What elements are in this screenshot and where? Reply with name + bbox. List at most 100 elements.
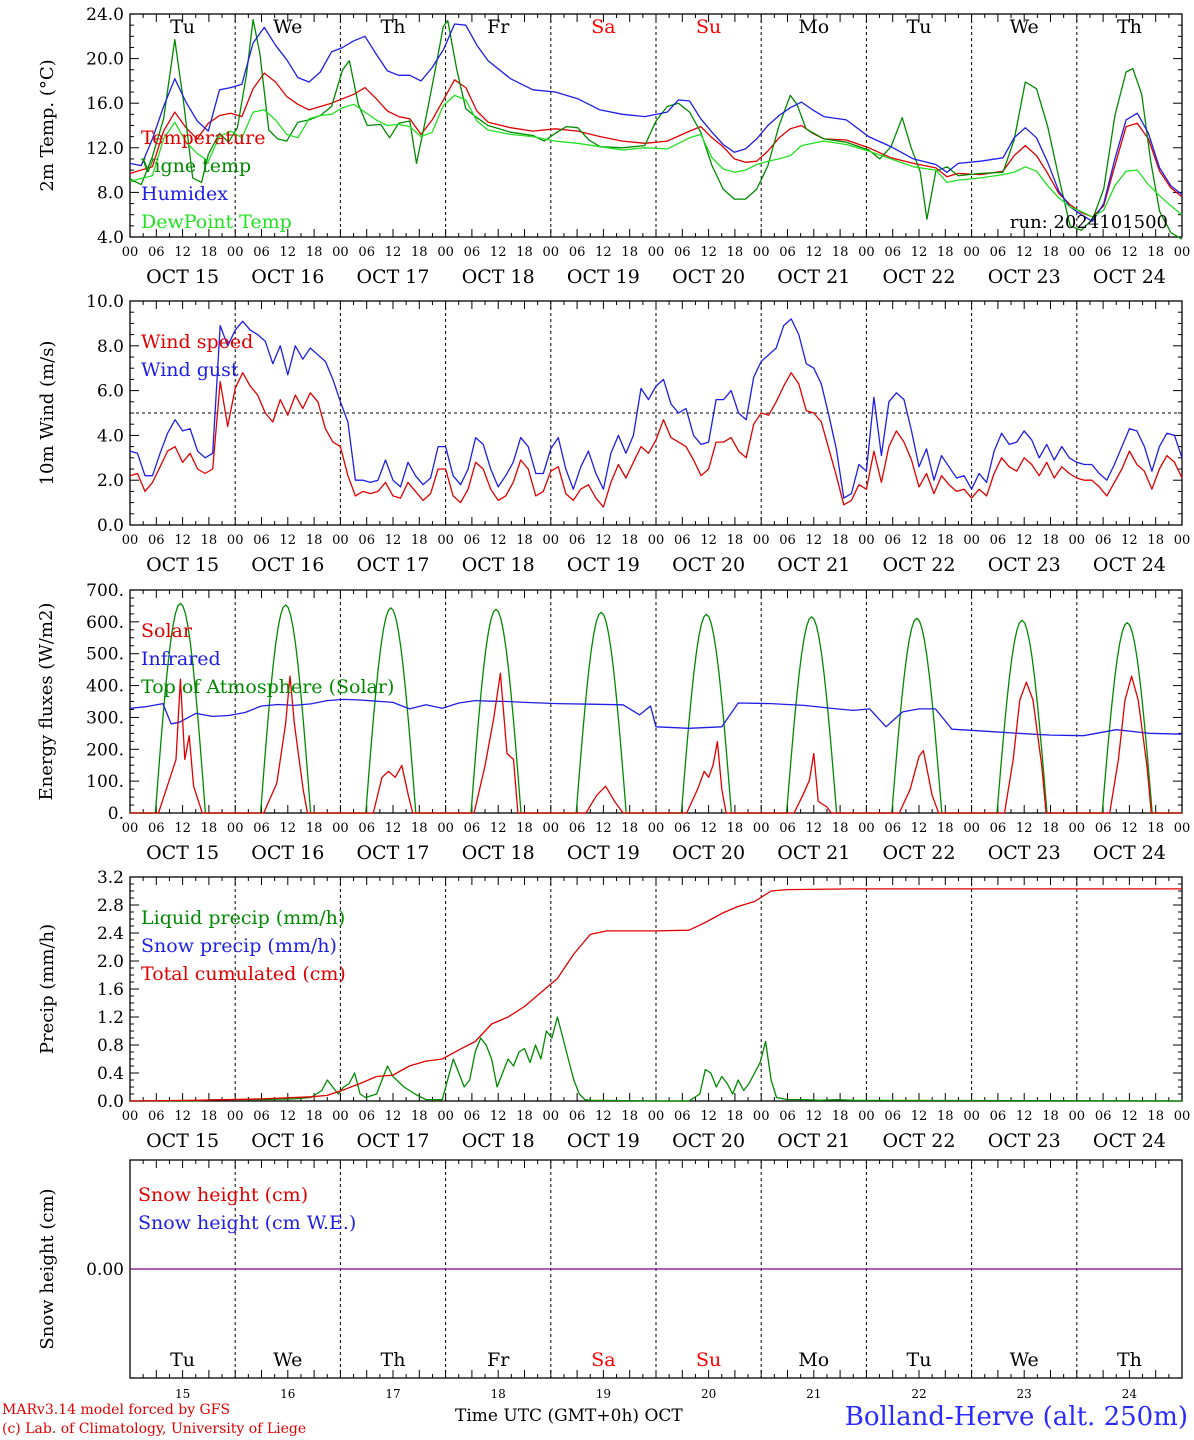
legend-snow-height-cm-w-e-: Snow height (cm W.E.) bbox=[138, 1212, 356, 1234]
date-label: OCT 18 bbox=[462, 266, 535, 288]
date-label: OCT 24 bbox=[1093, 842, 1166, 864]
series-wind-gust bbox=[129, 318, 1183, 499]
series-temperature bbox=[129, 72, 1183, 218]
y-tick-label: 600. bbox=[86, 613, 124, 633]
hour-tick-label: 18 bbox=[201, 821, 218, 836]
hour-tick-label: 12 bbox=[1016, 533, 1033, 548]
hour-tick-label: 00 bbox=[227, 245, 244, 260]
hour-tick-label: 00 bbox=[648, 1109, 665, 1124]
hour-tick-label: 00 bbox=[122, 533, 139, 548]
date-label: OCT 16 bbox=[251, 842, 324, 864]
day-name: Tu bbox=[907, 16, 932, 38]
date-label: OCT 21 bbox=[777, 1130, 850, 1152]
hour-tick-label: 12 bbox=[385, 245, 402, 260]
hour-tick-label: 12 bbox=[595, 245, 612, 260]
date-label: OCT 15 bbox=[146, 1130, 219, 1152]
hour-tick-label: 18 bbox=[1042, 533, 1059, 548]
hour-tick-label: 00 bbox=[753, 1109, 770, 1124]
panel-precip: 0.0 0.4 0.8 1.2 1.6 2.0 2.4 2.8 3.2 Precip (mm/h)… bbox=[37, 868, 1190, 1152]
y-tick-label: 0.0 bbox=[97, 1092, 124, 1112]
hour-tick-label: 18 bbox=[306, 245, 323, 260]
hour-tick-label: 12 bbox=[385, 1109, 402, 1124]
y-tick-label: 1.2 bbox=[97, 1008, 124, 1028]
y-axis-label: Energy fluxes (W/m2) bbox=[36, 603, 57, 801]
date-label: OCT 15 bbox=[146, 266, 219, 288]
hour-tick-label: 12 bbox=[1121, 821, 1138, 836]
date-label: OCT 20 bbox=[672, 554, 745, 576]
hour-tick-label: 12 bbox=[595, 821, 612, 836]
hour-tick-label: 18 bbox=[516, 533, 533, 548]
hour-tick-label: 18 bbox=[411, 821, 428, 836]
day-name: We bbox=[273, 16, 302, 38]
hour-tick-label: 06 bbox=[253, 1109, 270, 1124]
hour-tick-label: 00 bbox=[648, 245, 665, 260]
hour-tick-label: 12 bbox=[806, 245, 823, 260]
hour-tick-label: 06 bbox=[990, 533, 1007, 548]
hour-tick-label: 00 bbox=[332, 245, 349, 260]
bottom-day-number: 15 bbox=[175, 1387, 190, 1401]
hour-tick-label: 18 bbox=[937, 1109, 954, 1124]
date-label: OCT 17 bbox=[356, 266, 429, 288]
hour-tick-label: 18 bbox=[937, 821, 954, 836]
hour-tick-label: 12 bbox=[700, 1109, 717, 1124]
y-tick-label: 0.0 bbox=[97, 516, 124, 536]
day-name: Sa bbox=[591, 16, 615, 38]
hour-tick-label: 12 bbox=[700, 821, 717, 836]
hour-tick-label: 06 bbox=[569, 533, 586, 548]
y-axis-label: 2m Temp. (°C) bbox=[37, 59, 58, 191]
series-humidex bbox=[129, 23, 1183, 223]
hour-tick-label: 00 bbox=[437, 821, 454, 836]
legend-wind-gust: Wind gust bbox=[141, 359, 239, 381]
time-axis-title: Time UTC (GMT+0h) OCT bbox=[455, 1406, 683, 1426]
hour-tick-label: 18 bbox=[201, 1109, 218, 1124]
hour-tick-label: 18 bbox=[727, 245, 744, 260]
date-label: OCT 20 bbox=[672, 842, 745, 864]
date-label: OCT 21 bbox=[777, 842, 850, 864]
hour-tick-label: 12 bbox=[1016, 245, 1033, 260]
y-tick-label: 100. bbox=[86, 772, 124, 792]
hour-tick-label: 12 bbox=[490, 1109, 507, 1124]
hour-tick-label: 12 bbox=[911, 533, 928, 548]
hour-tick-label: 00 bbox=[227, 1109, 244, 1124]
y-tick-label: 300. bbox=[86, 708, 124, 728]
hour-tick-label: 06 bbox=[569, 821, 586, 836]
hour-tick-label: 06 bbox=[1095, 245, 1112, 260]
series-liquid-precip-mm-h- bbox=[130, 1016, 1183, 1102]
day-name: Th bbox=[381, 16, 406, 38]
date-label: OCT 19 bbox=[567, 1130, 640, 1152]
day-name: Mo bbox=[798, 16, 829, 38]
bottom-day-number: 18 bbox=[491, 1387, 506, 1401]
panel-wind: 0.0 2.0 4.0 6.0 8.0 10.0 10m Wind (m/s) 00 06 12 1… bbox=[37, 292, 1190, 576]
date-label: OCT 22 bbox=[882, 1130, 955, 1152]
legend-total-cumulated-cm-: Total cumulated (cm) bbox=[141, 963, 346, 985]
date-label: OCT 18 bbox=[462, 842, 535, 864]
hour-tick-label: 06 bbox=[779, 1109, 796, 1124]
bottom-day-number: 22 bbox=[911, 1387, 926, 1401]
hour-tick-label: 06 bbox=[884, 533, 901, 548]
hour-tick-label: 18 bbox=[306, 821, 323, 836]
bottom-day-name: Fr bbox=[487, 1349, 510, 1371]
date-label: OCT 17 bbox=[356, 1130, 429, 1152]
hour-tick-label: 12 bbox=[700, 533, 717, 548]
time-axis-label: Time UTC (GMT+0h) bbox=[455, 1406, 640, 1426]
hour-tick-label: 00 bbox=[227, 533, 244, 548]
hour-tick-label: 06 bbox=[148, 245, 165, 260]
bottom-day-number: 23 bbox=[1017, 1387, 1032, 1401]
plot-border bbox=[129, 13, 1183, 238]
bottom-day-number: 20 bbox=[701, 1387, 716, 1401]
hour-tick-label: 12 bbox=[174, 533, 191, 548]
hour-tick-label: 00 bbox=[543, 245, 560, 260]
hour-tick-label: 06 bbox=[1095, 821, 1112, 836]
hour-tick-label: 12 bbox=[806, 1109, 823, 1124]
hour-tick-label: 06 bbox=[464, 533, 481, 548]
hour-tick-label: 06 bbox=[884, 821, 901, 836]
date-label: OCT 18 bbox=[462, 554, 535, 576]
hour-tick-label: 18 bbox=[1042, 245, 1059, 260]
hour-tick-label: 12 bbox=[806, 533, 823, 548]
hour-tick-label: 00 bbox=[858, 1109, 875, 1124]
hour-tick-label: 00 bbox=[1069, 533, 1086, 548]
hour-tick-label: 00 bbox=[543, 1109, 560, 1124]
series-total-cumulated-cm- bbox=[129, 888, 1182, 1102]
hour-tick-label: 18 bbox=[937, 533, 954, 548]
hour-tick-label: 00 bbox=[753, 533, 770, 548]
